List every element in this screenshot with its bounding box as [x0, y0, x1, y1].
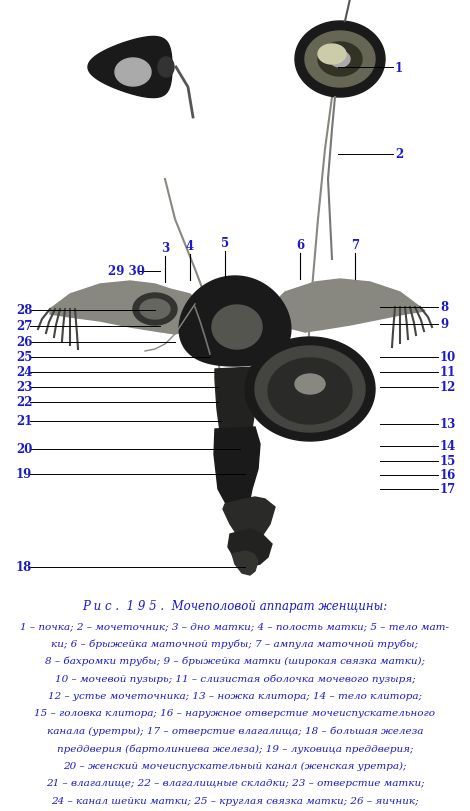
Polygon shape — [179, 277, 291, 367]
Polygon shape — [133, 294, 177, 325]
Text: 14: 14 — [440, 440, 456, 453]
Text: Р и с .  1 9 5 .  Мочеполовой аппарат женщины:: Р и с . 1 9 5 . Мочеполовой аппарат женщ… — [82, 599, 388, 612]
Text: 9: 9 — [440, 318, 448, 331]
Text: 15 – головка клитора; 16 – наружное отверстие мочеиспускательного: 15 – головка клитора; 16 – наружное отве… — [34, 709, 436, 718]
Text: 21 – влагалище; 22 – влагалищные складки; 23 – отверстие матки;: 21 – влагалище; 22 – влагалищные складки… — [46, 779, 424, 787]
Text: 6: 6 — [296, 238, 304, 251]
Text: 12 – устье мочеточника; 13 – ножка клитора; 14 – тело клитора;: 12 – устье мочеточника; 13 – ножка клито… — [48, 691, 422, 700]
Polygon shape — [158, 58, 174, 78]
Text: 10: 10 — [440, 351, 456, 364]
Text: 23: 23 — [16, 381, 32, 394]
Text: 29 30: 29 30 — [108, 265, 145, 278]
Polygon shape — [232, 551, 258, 575]
Text: 16: 16 — [440, 469, 456, 482]
Polygon shape — [88, 37, 172, 98]
Polygon shape — [305, 32, 375, 88]
Text: 3: 3 — [161, 242, 169, 255]
Text: 1: 1 — [395, 62, 403, 75]
Text: канала (уретры); 17 – отверстие влагалища; 18 – большая железа: канала (уретры); 17 – отверстие влагалищ… — [47, 726, 423, 736]
Polygon shape — [215, 367, 258, 440]
Text: 8 – бахромки трубы; 9 – брыжейка матки (широкая связка матки);: 8 – бахромки трубы; 9 – брыжейка матки (… — [45, 656, 425, 666]
Polygon shape — [330, 52, 350, 68]
Polygon shape — [270, 280, 425, 333]
Polygon shape — [295, 375, 325, 394]
Text: 12: 12 — [440, 381, 456, 394]
Polygon shape — [50, 281, 210, 335]
Text: 25: 25 — [16, 351, 32, 364]
Text: 27: 27 — [16, 320, 32, 333]
Text: 11: 11 — [440, 366, 456, 379]
Text: 5: 5 — [221, 237, 229, 250]
Text: 15: 15 — [440, 455, 456, 468]
Text: 19: 19 — [16, 468, 32, 481]
Text: 28: 28 — [16, 304, 32, 317]
Polygon shape — [318, 45, 346, 65]
Text: 20 – женский мочеиспускательный канал (женская уретра);: 20 – женский мочеиспускательный канал (ж… — [63, 761, 407, 770]
Text: 2: 2 — [395, 148, 403, 161]
Polygon shape — [228, 530, 272, 568]
Text: 7: 7 — [351, 238, 359, 251]
Polygon shape — [115, 59, 151, 87]
Polygon shape — [140, 299, 170, 320]
Text: 24: 24 — [16, 366, 32, 379]
Polygon shape — [245, 337, 375, 441]
Text: 26: 26 — [16, 336, 32, 349]
Text: 13: 13 — [440, 418, 456, 431]
Text: 21: 21 — [16, 415, 32, 428]
Text: 4: 4 — [186, 240, 194, 253]
Polygon shape — [255, 346, 365, 432]
Polygon shape — [214, 427, 260, 519]
Polygon shape — [295, 22, 385, 98]
Text: 8: 8 — [440, 301, 448, 314]
Text: 17: 17 — [440, 483, 456, 496]
Polygon shape — [212, 306, 262, 350]
Text: 20: 20 — [16, 443, 32, 456]
Text: 1 – почка; 2 – мочеточник; 3 – дно матки; 4 – полость матки; 5 – тело мат-: 1 – почка; 2 – мочеточник; 3 – дно матки… — [21, 621, 449, 630]
Polygon shape — [268, 358, 352, 424]
Text: 22: 22 — [16, 396, 32, 409]
Text: 18: 18 — [16, 561, 32, 574]
Text: преддверия (бартолиниева железа); 19 – луковица преддверия;: преддверия (бартолиниева железа); 19 – л… — [57, 744, 413, 753]
Polygon shape — [318, 43, 362, 77]
Text: ки; 6 – брыжейка маточной трубы; 7 – ампула маточной трубы;: ки; 6 – брыжейка маточной трубы; 7 – амп… — [51, 639, 419, 648]
Text: 24 – канал шейки матки; 25 – круглая связка матки; 26 – яичник;: 24 – канал шейки матки; 25 – круглая свя… — [51, 796, 419, 805]
Polygon shape — [223, 497, 275, 547]
Text: 10 – мочевой пузырь; 11 – слизистая оболочка мочевого пузыря;: 10 – мочевой пузырь; 11 – слизистая обол… — [55, 674, 415, 683]
